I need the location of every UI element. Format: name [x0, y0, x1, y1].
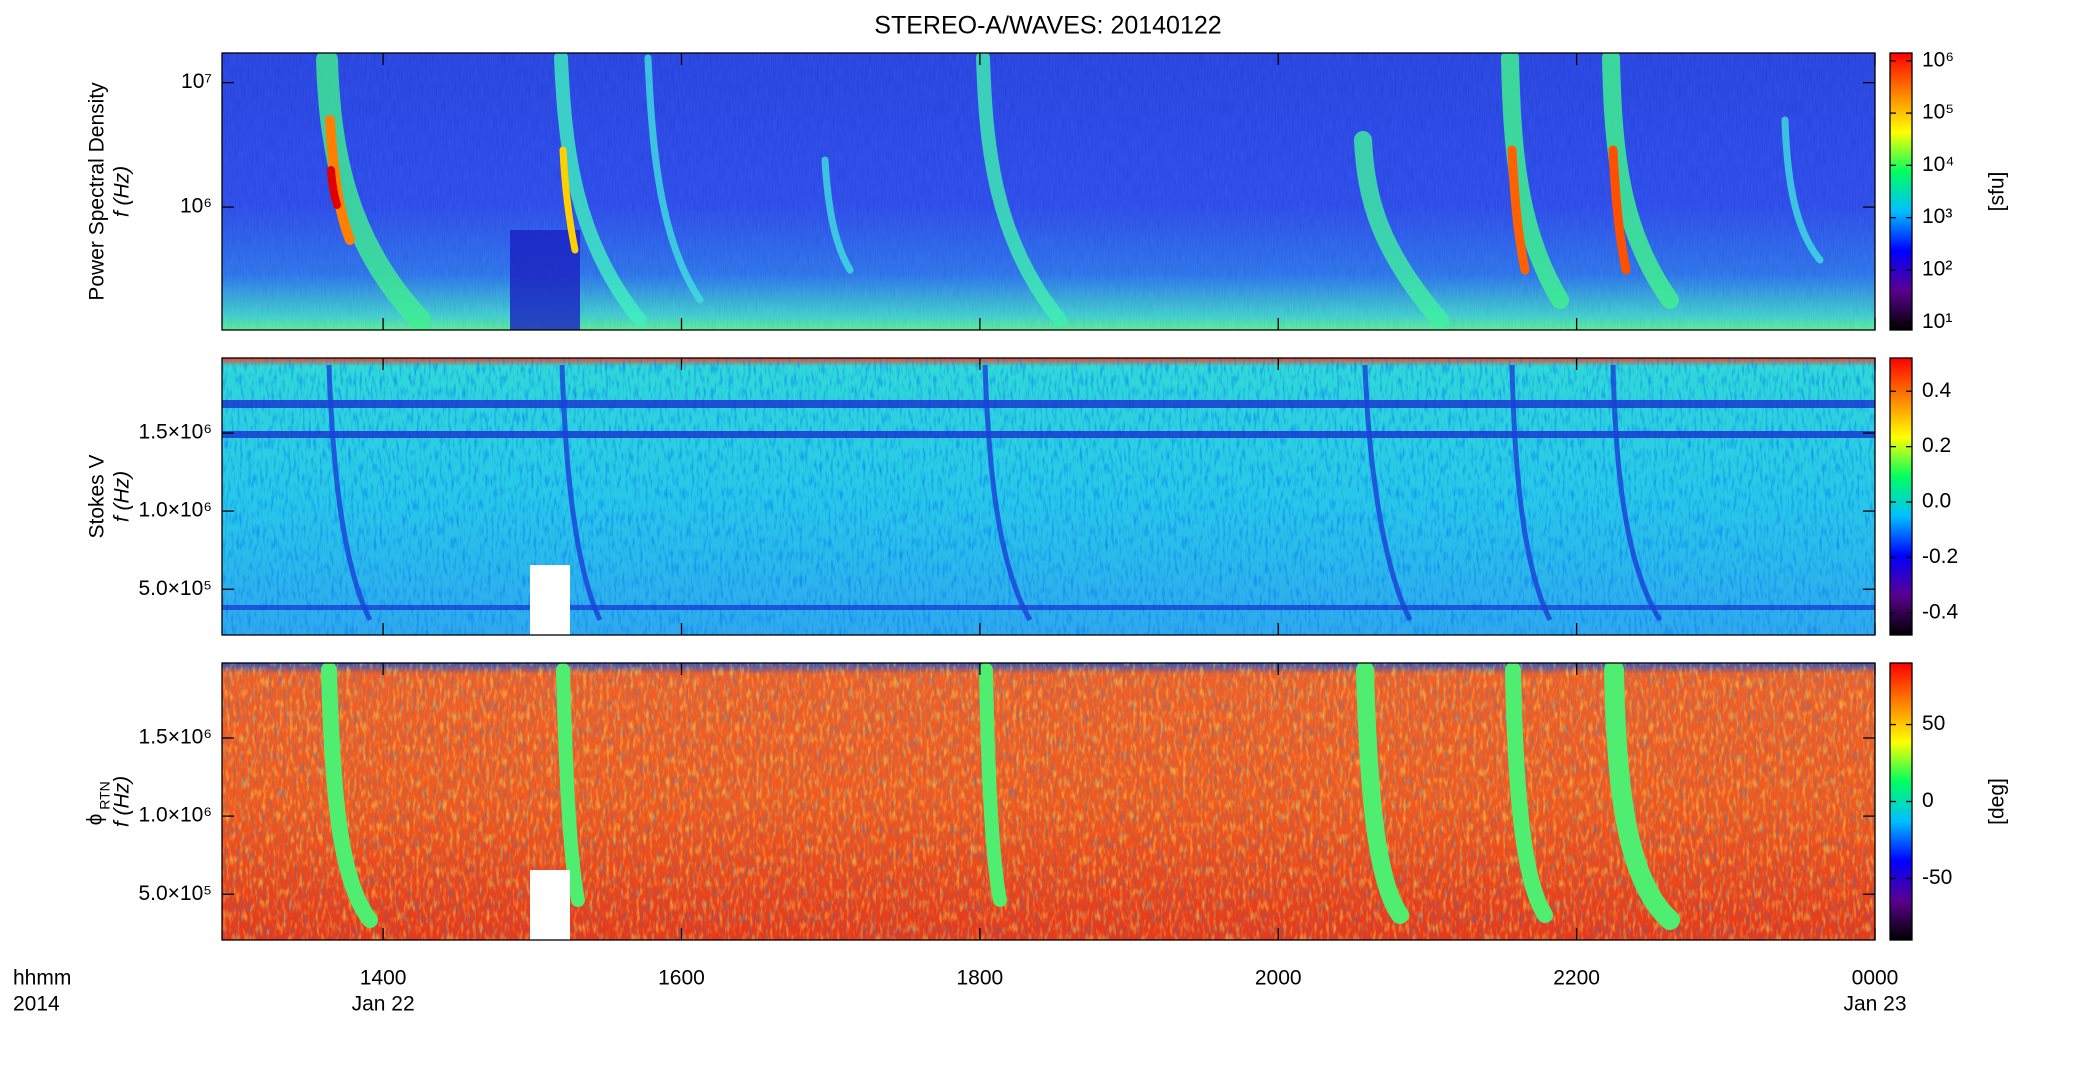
x-tick-label: 1600 — [658, 967, 705, 990]
x-tick-label: 1800 — [957, 967, 1004, 990]
colorbar-tick-label: -0.4 — [1922, 600, 1959, 623]
y-axis-label: Stokes V — [86, 454, 109, 538]
x-axis-label: hhmm — [13, 967, 71, 990]
y-axis-unit: f (Hz) — [111, 471, 134, 522]
date-label: Jan 23 — [1843, 993, 1906, 1016]
plot-frame — [221, 662, 1876, 941]
chart-title: STEREO-A/WAVES: 20140122 — [874, 12, 1221, 40]
y-axis-label: Power Spectral Density — [86, 82, 109, 301]
colorbar-tick-label: -50 — [1922, 866, 1952, 889]
colorbar — [1889, 52, 1913, 331]
colorbar — [1889, 357, 1913, 636]
colorbar-tick-label: 0.0 — [1922, 490, 1951, 513]
x-axis-label: 2014 — [13, 993, 60, 1016]
y-tick-label: 10⁷ — [181, 70, 212, 93]
y-tick-label: 1.5×10⁶ — [139, 421, 212, 444]
x-tick-label: 2000 — [1255, 967, 1302, 990]
colorbar-tick-label: 10² — [1922, 257, 1952, 280]
colorbar-tick-label: 10¹ — [1922, 310, 1952, 333]
y-axis-label: ϕ — [84, 814, 107, 826]
colorbar-tick-label: 0 — [1922, 789, 1934, 812]
y-tick-label: 1.0×10⁶ — [139, 804, 212, 827]
colorbar-label: [deg] — [1986, 778, 2009, 825]
colorbar-tick-label: 0.2 — [1922, 434, 1951, 457]
y-tick-label: 5.0×10⁵ — [138, 882, 212, 905]
x-tick-label: 0000 — [1852, 967, 1899, 990]
y-tick-label: 1.5×10⁶ — [139, 726, 212, 749]
phi-image — [222, 663, 1875, 940]
colorbar-tick-label: 10⁵ — [1922, 101, 1954, 124]
y-axis-unit: f (Hz) — [111, 166, 134, 217]
stokes-image — [222, 358, 1875, 635]
colorbar-tick-label: 10⁴ — [1922, 153, 1954, 176]
colorbar-tick-label: 10⁶ — [1922, 48, 1954, 71]
y-tick-label: 10⁶ — [180, 195, 212, 218]
date-label: Jan 22 — [352, 993, 415, 1016]
x-tick-label: 1400 — [360, 967, 407, 990]
y-axis-label-subscript: RTN — [97, 781, 113, 810]
colorbar-tick-label: 10³ — [1922, 205, 1952, 228]
y-axis-unit: f (Hz) — [111, 776, 134, 827]
y-tick-label: 1.0×10⁶ — [139, 499, 212, 522]
x-tick-label: 2200 — [1553, 967, 1600, 990]
colorbar-tick-label: 0.4 — [1922, 379, 1952, 402]
colorbar-tick-label: 50 — [1922, 712, 1945, 735]
colorbar-tick-label: -0.2 — [1922, 545, 1958, 568]
plot-frame — [221, 52, 1876, 331]
colorbar-label: [sfu] — [1986, 172, 2009, 212]
spectrogram-image — [222, 53, 1875, 330]
plot-frame — [221, 357, 1876, 636]
y-tick-label: 5.0×10⁵ — [138, 577, 212, 600]
